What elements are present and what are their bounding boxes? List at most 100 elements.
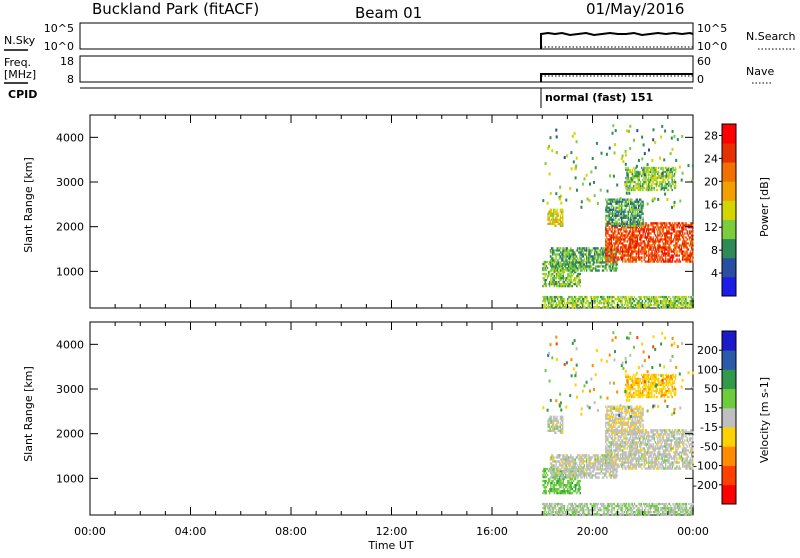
power-echo-cell (653, 226, 654, 228)
power-echo-cell (632, 179, 633, 181)
velocity-echo-cell (567, 492, 568, 494)
power-echo-cell (637, 209, 638, 211)
velocity-echo-cell (546, 503, 547, 505)
power-echo-cell (630, 230, 631, 232)
velocity-echo-cell (597, 454, 598, 456)
power-echo-cell (636, 228, 637, 230)
power-echo-cell (682, 298, 683, 300)
power-echo-cell (651, 252, 652, 254)
velocity-echo-cell (557, 492, 558, 494)
power-echo-cell (648, 230, 649, 232)
power-echo-cell (679, 300, 680, 302)
power-echo-cell (575, 296, 576, 298)
power-echo-cell (685, 256, 686, 258)
power-echo-cell (656, 224, 657, 226)
velocity-echo-cell (563, 480, 564, 482)
power-echo-cell (612, 260, 613, 262)
power-echo-cell (639, 221, 640, 223)
power-echo-cell (553, 263, 554, 265)
power-echo-cell (674, 246, 675, 248)
power-echo-cell (680, 260, 681, 262)
velocity-echo-cell (615, 445, 616, 447)
velocity-echo-cell (633, 447, 634, 449)
power-echo-cell (618, 223, 619, 225)
power-echo-cell (664, 250, 665, 252)
velocity-echo-cell (564, 484, 565, 486)
velocity-echo-cell (678, 503, 679, 505)
power-echo-cell (633, 240, 634, 242)
velocity-echo-cell (547, 468, 548, 470)
power-echo-cell (622, 244, 623, 246)
power-echo-cell (629, 147, 631, 150)
power-echo-cell (632, 173, 633, 175)
velocity-echo-cell (662, 509, 663, 511)
power-echo-cell (656, 167, 657, 169)
power-echo-cell (605, 199, 606, 201)
power-echo-cell (661, 232, 662, 234)
power-y-tick-label: 4000 (56, 131, 84, 144)
power-echo-cell (636, 165, 638, 168)
power-echo-cell (641, 225, 642, 227)
power-echo-cell (627, 252, 628, 254)
velocity-echo-cell (559, 462, 560, 464)
power-echo-cell (603, 251, 604, 253)
velocity-echo-cell (593, 507, 594, 509)
power-echo-cell (564, 302, 565, 304)
velocity-echo-cell (622, 465, 623, 467)
power-echo-cell (637, 304, 638, 306)
power-echo-cell (624, 252, 625, 254)
velocity-echo-cell (589, 474, 590, 476)
velocity-echo-cell (649, 507, 650, 509)
power-echo-cell (662, 234, 663, 236)
power-echo-cell (633, 225, 634, 227)
velocity-echo-cell (572, 507, 573, 509)
velocity-echo-cell (567, 458, 568, 460)
power-echo-cell (649, 296, 650, 298)
power-echo-cell (553, 223, 554, 225)
velocity-echo-cell (573, 513, 574, 515)
power-echo-cell (567, 275, 568, 277)
power-echo-cell (588, 257, 589, 259)
velocity-echo-cell (598, 476, 599, 478)
power-echo-cell (597, 247, 598, 249)
power-echo-cell (567, 267, 568, 269)
velocity-echo-cell (606, 463, 607, 465)
power-echo-cell (648, 234, 649, 236)
velocity-echo-cell (627, 507, 628, 509)
power-echo-cell (635, 211, 636, 213)
power-echo-cell (665, 226, 666, 228)
power-echo-cell (594, 302, 595, 304)
power-echo-cell (672, 232, 673, 234)
velocity-echo-cell (612, 453, 613, 455)
velocity-echo-cell (630, 437, 631, 439)
velocity-echo-cell (548, 426, 549, 428)
power-echo-cell (560, 296, 561, 298)
power-echo-cell (567, 302, 568, 304)
power-echo-cell (616, 199, 617, 201)
velocity-echo-cell (605, 441, 606, 443)
power-echo-cell (611, 240, 612, 242)
power-echo-cell (609, 215, 610, 217)
velocity-echo-cell (558, 420, 559, 422)
power-echo-cell (633, 207, 634, 209)
power-echo-cell (688, 242, 689, 244)
velocity-echo-cell (578, 486, 579, 488)
power-echo-cell (603, 304, 604, 306)
power-echo-cell (622, 211, 623, 213)
velocity-echo-cell (567, 466, 568, 468)
power-echo-cell (692, 240, 693, 242)
velocity-echo-cell (630, 447, 631, 449)
velocity-echo-cell (608, 511, 609, 513)
power-echo-cell (551, 209, 552, 211)
power-echo-cell (595, 166, 597, 169)
velocity-echo-cell (622, 455, 623, 457)
power-echo-cell (552, 267, 553, 269)
power-echo-cell (589, 263, 590, 265)
power-echo-cell (662, 240, 663, 242)
nsearch-tick-high: 10^5 (697, 22, 727, 35)
velocity-echo-cell (568, 480, 569, 482)
power-echo-cell (610, 252, 611, 254)
velocity-echo-cell (620, 503, 621, 505)
power-echo-cell (619, 215, 620, 217)
velocity-echo-cell (590, 503, 591, 505)
